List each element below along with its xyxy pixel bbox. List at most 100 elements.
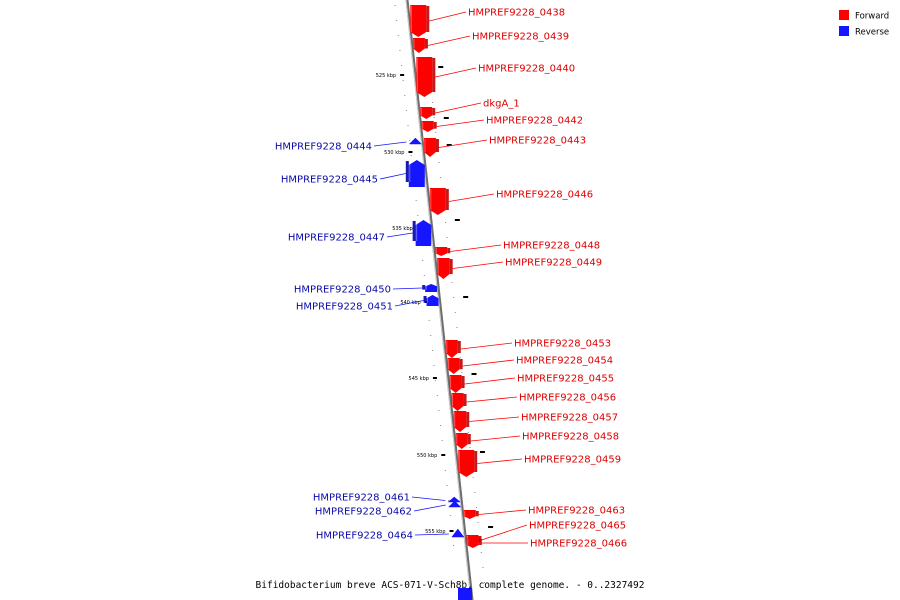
minor-tick xyxy=(474,492,476,493)
minor-tick xyxy=(410,155,412,156)
gene-label[interactable]: HMPREF9228_0459 xyxy=(524,455,621,466)
leader-line xyxy=(438,139,488,148)
gene-feature-HMPREF9228_0459[interactable] xyxy=(458,450,478,477)
minor-tick xyxy=(456,327,458,328)
gene-label[interactable]: HMPREF9228_0466 xyxy=(530,539,627,550)
gene-label[interactable]: HMPREF9228_0465 xyxy=(529,521,626,532)
leader-line xyxy=(413,504,446,512)
minor-tick xyxy=(404,95,406,96)
minor-tick xyxy=(438,410,440,411)
leader-line xyxy=(373,141,407,147)
gene-features xyxy=(405,5,482,548)
gene-label[interactable]: HMPREF9228_0449 xyxy=(505,258,602,269)
gene-label[interactable]: HMPREF9228_0445 xyxy=(281,175,378,186)
minor-tick xyxy=(446,237,448,238)
gene-label[interactable]: HMPREF9228_0438 xyxy=(468,8,565,19)
gene-feature-HMPREF9228_0451[interactable] xyxy=(423,295,439,306)
gene-feature-HMPREF9228_0446[interactable] xyxy=(429,188,449,215)
minor-tick xyxy=(467,432,469,433)
gene-label[interactable]: HMPREF9228_0456 xyxy=(519,393,616,404)
gene-label[interactable]: HMPREF9228_0442 xyxy=(486,116,583,127)
gene-feature-HMPREF9228_0456[interactable] xyxy=(451,393,467,411)
gene-feature-HMPREF9228_0454[interactable] xyxy=(447,358,463,374)
gene-feature-HMPREF9228_0458[interactable] xyxy=(455,433,471,449)
leader-line xyxy=(427,35,471,46)
minor-tick xyxy=(415,200,417,201)
major-tick xyxy=(432,377,437,379)
minor-tick xyxy=(445,222,447,223)
major-tick xyxy=(479,451,485,453)
minor-tick xyxy=(449,515,451,516)
minor-tick xyxy=(461,372,463,373)
leader-line xyxy=(478,509,527,515)
minor-tick xyxy=(417,215,419,216)
minor-tick xyxy=(446,485,448,486)
gene-label[interactable]: HMPREF9228_0454 xyxy=(516,356,613,367)
gene-feature-HMPREF9228_0442[interactable] xyxy=(421,121,437,132)
gene-feature-HMPREF9228_0450[interactable] xyxy=(422,284,438,292)
gene-feature-HMPREF9228_0449[interactable] xyxy=(437,258,453,279)
leader-line xyxy=(386,232,413,238)
minor-tick xyxy=(407,125,409,126)
leader-line xyxy=(414,533,449,536)
minor-tick xyxy=(448,500,450,501)
gene-label[interactable]: HMPREF9228_0440 xyxy=(478,64,575,75)
gene-feature-HMPREF9228_0466[interactable] xyxy=(466,538,482,548)
minor-tick xyxy=(480,552,482,553)
minor-tick xyxy=(436,395,438,396)
leader-line xyxy=(379,173,406,180)
leader-line xyxy=(392,287,423,290)
minor-tick xyxy=(433,365,435,366)
minor-tick xyxy=(396,20,398,21)
gene-feature-HMPREF9228_0464[interactable] xyxy=(451,528,465,538)
major-tick xyxy=(438,66,444,68)
gene-feature-HMPREF9228_0443[interactable] xyxy=(423,138,439,157)
gene-label[interactable]: dkgA_1 xyxy=(483,99,520,110)
gene-label[interactable]: HMPREF9228_0455 xyxy=(517,374,614,385)
gene-feature-HMPREF9228_0445[interactable] xyxy=(405,160,425,187)
gene-label[interactable]: HMPREF9228_0451 xyxy=(296,302,393,313)
major-tick xyxy=(488,526,494,528)
leader-line xyxy=(394,300,424,307)
map-caption: Bifidobacterium breve ACS-071-V-Sch8b, c… xyxy=(256,580,645,591)
gene-feature-HMPREF9228_0455[interactable] xyxy=(449,375,465,393)
minor-tick xyxy=(394,5,396,6)
leader-line xyxy=(464,377,516,385)
gene-label[interactable]: HMPREF9228_0448 xyxy=(503,241,600,252)
major-tick xyxy=(400,74,405,76)
leader-line xyxy=(411,496,446,501)
gene-feature-HMPREF9228_0463[interactable] xyxy=(463,510,479,519)
gene-feature-HMPREF9228_0440[interactable] xyxy=(416,57,436,97)
minor-tick xyxy=(475,507,477,508)
leader-line xyxy=(448,193,495,202)
gene-label[interactable]: HMPREF9228_0464 xyxy=(316,531,413,542)
minor-tick xyxy=(432,102,434,103)
gene-labels: HMPREF9228_0438 HMPREF9228_0439 HMPREF9228… xyxy=(275,8,627,550)
gene-label[interactable]: HMPREF9228_0463 xyxy=(528,506,625,517)
gene-feature-HMPREF9228_0462[interactable] xyxy=(448,500,462,508)
gene-label[interactable]: HMPREF9228_0457 xyxy=(521,413,618,424)
minor-tick xyxy=(444,470,446,471)
gene-label[interactable]: HMPREF9228_0461 xyxy=(313,493,410,504)
gene-label[interactable]: HMPREF9228_0458 xyxy=(522,432,619,443)
gene-feature-HMPREF9228_0447[interactable] xyxy=(412,220,432,246)
gene-feature-HMPREF9228_0453[interactable] xyxy=(445,340,461,358)
gene-label[interactable]: HMPREF9228_0439 xyxy=(472,32,569,43)
gene-label[interactable]: HMPREF9228_0453 xyxy=(514,339,611,350)
leader-line xyxy=(481,524,528,541)
gene-label[interactable]: HMPREF9228_0450 xyxy=(294,285,391,296)
leader-line xyxy=(436,119,485,127)
gene-feature-HMPREF9228_0438[interactable] xyxy=(410,5,430,37)
gene-feature-HMPREF9228_0444[interactable] xyxy=(408,137,422,145)
gene-label[interactable]: HMPREF9228_0447 xyxy=(288,233,385,244)
gene-feature-HMPREF9228_0448[interactable] xyxy=(435,247,451,256)
gene-feature-HMPREF9228_0457[interactable] xyxy=(453,411,470,432)
gene-label[interactable]: HMPREF9228_0443 xyxy=(489,136,586,147)
leader-line xyxy=(460,342,513,350)
gene-label[interactable]: HMPREF9228_0462 xyxy=(315,507,412,518)
minor-tick xyxy=(422,260,424,261)
gene-feature-dkgA_1[interactable] xyxy=(420,107,436,119)
gene-label[interactable]: HMPREF9228_0446 xyxy=(496,190,593,201)
gene-label[interactable]: HMPREF9228_0444 xyxy=(275,142,372,153)
gene-feature-HMPREF9228_0439[interactable] xyxy=(412,38,428,53)
